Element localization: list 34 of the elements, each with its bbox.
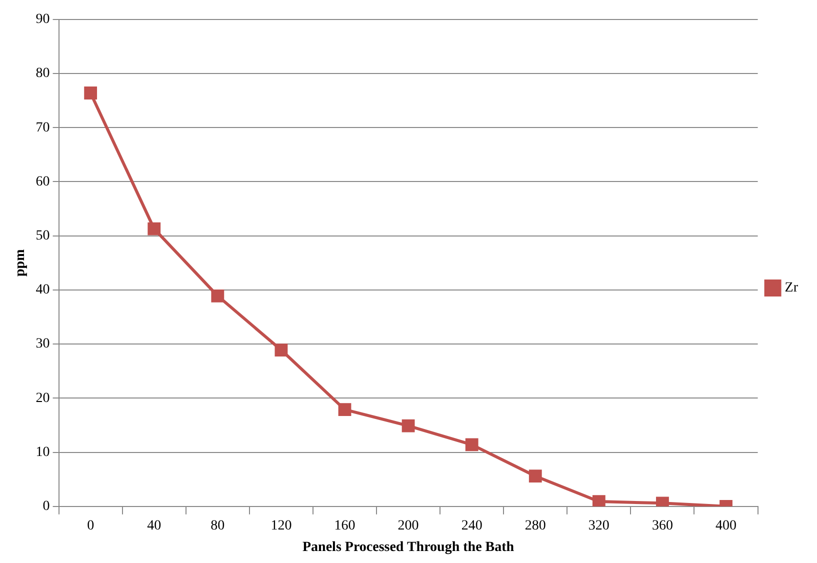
point (84, 86, 98, 100)
point (211, 289, 224, 302)
point (465, 438, 478, 452)
y-axis-title: ppm (13, 248, 28, 277)
x-tick-label: 280 (524, 518, 546, 534)
y-tick-label: 40 (36, 282, 50, 298)
x-tick-label: 240 (461, 518, 482, 534)
y-tick-label: 90 (36, 12, 50, 28)
point (402, 419, 415, 432)
point (656, 496, 669, 506)
x-tick-label: 400 (716, 518, 737, 534)
x-axis-title: Panels Processed Through the Bath (302, 540, 514, 556)
x-tick-label: 200 (398, 518, 419, 534)
x-tick-label: 120 (270, 518, 292, 534)
y-tick-label: 70 (36, 120, 50, 136)
x-tick-label: 360 (652, 518, 673, 534)
y-tick-label: 30 (36, 336, 50, 352)
point (528, 470, 542, 483)
y-tick-label: 80 (36, 66, 50, 82)
point (274, 344, 288, 356)
point (338, 403, 352, 416)
y-tick-label: 50 (36, 228, 50, 244)
point (148, 222, 161, 236)
x-tick-label: 80 (210, 518, 225, 534)
y-tick-label: 60 (36, 174, 50, 190)
legend-label: Zr (784, 280, 798, 296)
x-tick-label: 320 (588, 518, 610, 534)
x-tick-label: 160 (334, 518, 356, 534)
y-tick-label: 0 (42, 499, 50, 514)
y-tick-label: 10 (36, 444, 50, 460)
y-tick-label: 20 (36, 390, 50, 406)
point (592, 495, 606, 506)
x-tick-label: 0 (87, 518, 94, 534)
x-tick-label: 40 (147, 518, 162, 534)
